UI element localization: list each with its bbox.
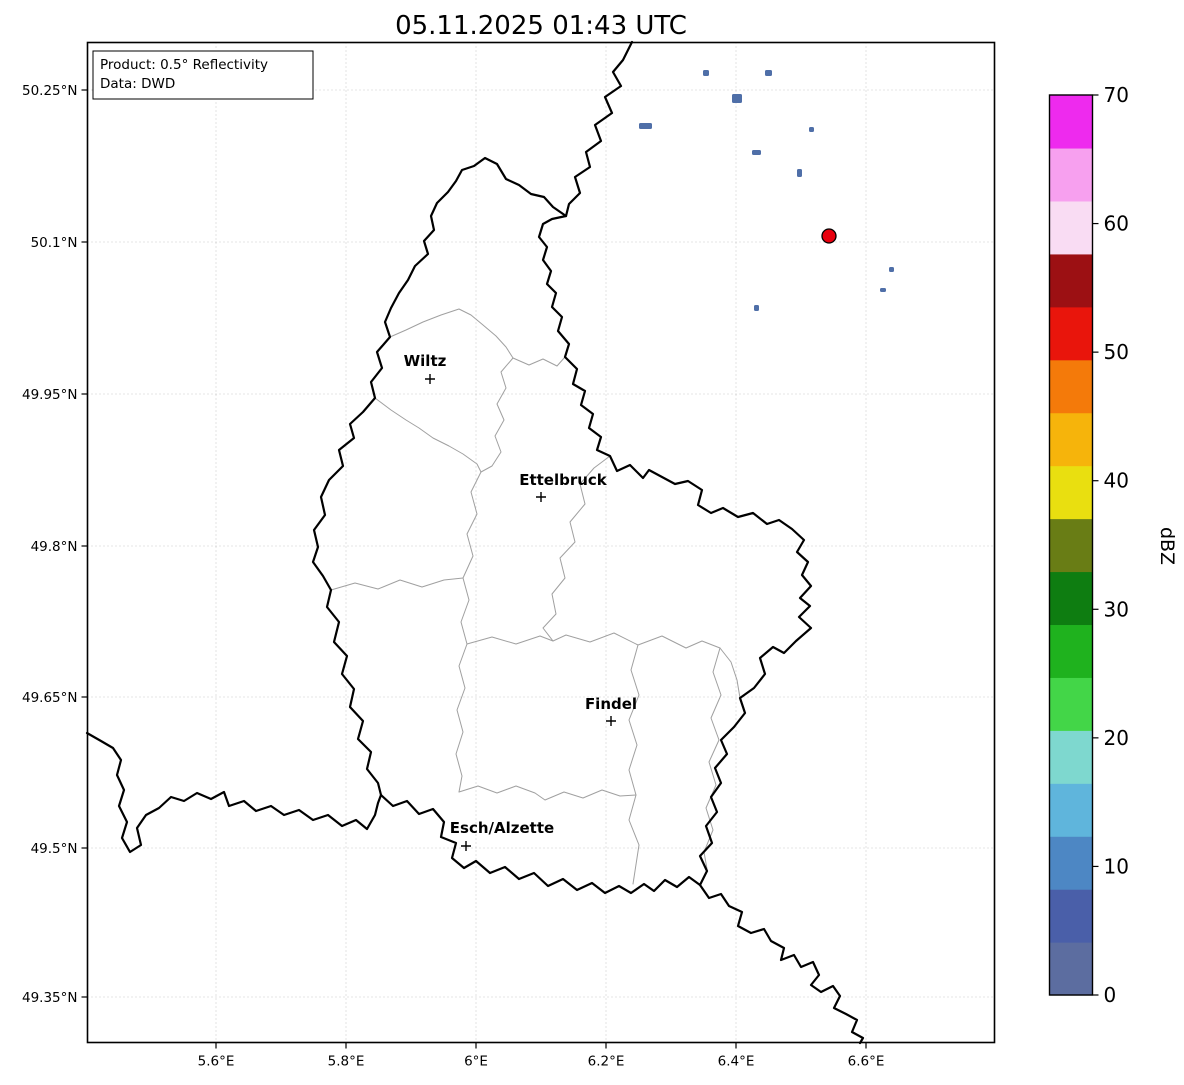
colorbar-ticks: 0 10 20 30 40 50 60 70 <box>1092 83 1129 1007</box>
colorbar-tick-label: 0 <box>1104 983 1117 1007</box>
colorbar-band <box>1049 518 1093 573</box>
echo-cell <box>754 305 759 311</box>
lat-tick-label: 49.8°N <box>31 539 78 555</box>
product-info-box-frame <box>92 50 314 100</box>
echo-cell <box>797 169 802 177</box>
product-info-line2: Data: DWD <box>100 76 175 92</box>
plot-frame <box>86 41 996 1044</box>
colorbar-band <box>1049 359 1093 414</box>
city-label: Wiltz <box>404 352 447 370</box>
colorbar: 0 10 20 30 40 50 60 70 dBZ <box>1048 83 1178 1007</box>
echo-cell <box>809 127 814 132</box>
radar-site <box>821 228 837 244</box>
colorbar-bands <box>1049 95 1093 996</box>
colorbar-band <box>1049 942 1093 996</box>
colorbar-band <box>1049 889 1093 943</box>
colorbar-band <box>1049 677 1093 731</box>
plot-background <box>87 42 995 1043</box>
echo-cell <box>880 288 886 292</box>
colorbar-tick-label: 50 <box>1104 340 1129 364</box>
canton-boundary-path <box>389 308 514 359</box>
product-info-line1: Product: 0.5° Reflectivity <box>100 57 268 73</box>
colorbar-band <box>1049 571 1093 626</box>
colorbar-band <box>1049 836 1093 890</box>
colorbar-tick-label: 30 <box>1104 597 1129 621</box>
colorbar-tick-label: 10 <box>1104 854 1129 878</box>
colorbar-band <box>1049 253 1093 308</box>
canton-boundary-path <box>458 785 637 801</box>
country-borders <box>85 40 865 1045</box>
colorbar-band <box>1049 306 1093 361</box>
city-plus-marker <box>425 374 435 384</box>
colorbar-tick-label: 40 <box>1104 469 1129 493</box>
lon-tick-label: 5.8°E <box>328 1054 365 1070</box>
echo-cell <box>889 267 894 272</box>
echo-cell <box>703 70 709 76</box>
lat-tick-label: 49.35°N <box>22 990 78 1006</box>
colorbar-band <box>1049 730 1093 784</box>
city-plus-marker <box>606 716 616 726</box>
city-plus-marker <box>536 492 546 502</box>
lon-tick-label: 5.6°E <box>198 1054 235 1070</box>
colorbar-band <box>1049 200 1093 255</box>
product-info-box: Product: 0.5° Reflectivity Data: DWD <box>92 50 314 100</box>
colorbar-tick-label: 20 <box>1104 726 1129 750</box>
city-label: Esch/Alzette <box>450 819 554 837</box>
lat-tick-label: 49.65°N <box>22 690 78 706</box>
colorbar-band <box>1049 465 1093 520</box>
lon-tick-label: 6°E <box>464 1054 488 1070</box>
canton-boundary-path <box>455 471 482 793</box>
radar-echoes <box>639 70 894 311</box>
colorbar-axis-label: dBZ <box>1156 527 1178 565</box>
colorbar-band <box>1049 147 1093 202</box>
lon-tick-label: 6.2°E <box>588 1054 625 1070</box>
neighbor-border-path-north <box>564 40 634 218</box>
colorbar-band <box>1049 412 1093 467</box>
gridlines <box>87 42 995 1043</box>
lat-tick-label: 49.95°N <box>22 387 78 403</box>
colorbar-tick-label: 70 <box>1104 83 1129 107</box>
lat-tick-label: 49.5°N <box>31 841 78 857</box>
echo-cell <box>765 70 772 76</box>
colorbar-band <box>1049 624 1093 678</box>
neighbor-border-path-southwest <box>85 731 383 854</box>
city-label: Ettelbruck <box>519 471 608 489</box>
luxembourg-border-path <box>311 156 813 895</box>
canton-boundary-path <box>330 577 464 591</box>
lat-tick-label: 50.25°N <box>22 83 78 99</box>
echo-cell <box>732 94 742 103</box>
canton-boundary-path <box>466 632 741 699</box>
canton-boundary-path <box>542 455 611 642</box>
city-plus-marker <box>461 841 471 851</box>
colorbar-frame <box>1048 94 1094 996</box>
city-markers: Wiltz Ettelbruck Findel Esch/Alzette <box>404 352 637 851</box>
longitude-axis: 5.6°E 5.8°E 6°E 6.2°E 6.4°E 6.6°E <box>198 1042 885 1070</box>
colorbar-band <box>1049 95 1093 149</box>
echo-cell <box>752 150 761 155</box>
radar-site-dot <box>821 228 837 244</box>
lon-tick-label: 6.4°E <box>718 1054 755 1070</box>
city-label: Findel <box>585 695 637 713</box>
echo-cell <box>639 123 652 129</box>
colorbar-tick-label: 60 <box>1104 212 1129 236</box>
latitude-axis: 50.25°N 50.1°N 49.95°N 49.8°N 49.65°N 49.5°N 4… <box>22 83 88 1006</box>
canton-boundary-path <box>480 357 514 473</box>
canton-boundary-path <box>628 644 640 885</box>
lon-tick-label: 6.6°E <box>848 1054 885 1070</box>
figure-title: 05.11.2025 01:43 UTC <box>395 11 687 41</box>
district-boundaries <box>330 308 741 885</box>
canton-boundary-path <box>374 397 482 473</box>
lat-tick-label: 50.1°N <box>31 235 78 251</box>
canton-boundary-path <box>512 356 566 367</box>
neighbor-border-path-southeast <box>698 883 865 1045</box>
colorbar-band <box>1049 783 1093 837</box>
